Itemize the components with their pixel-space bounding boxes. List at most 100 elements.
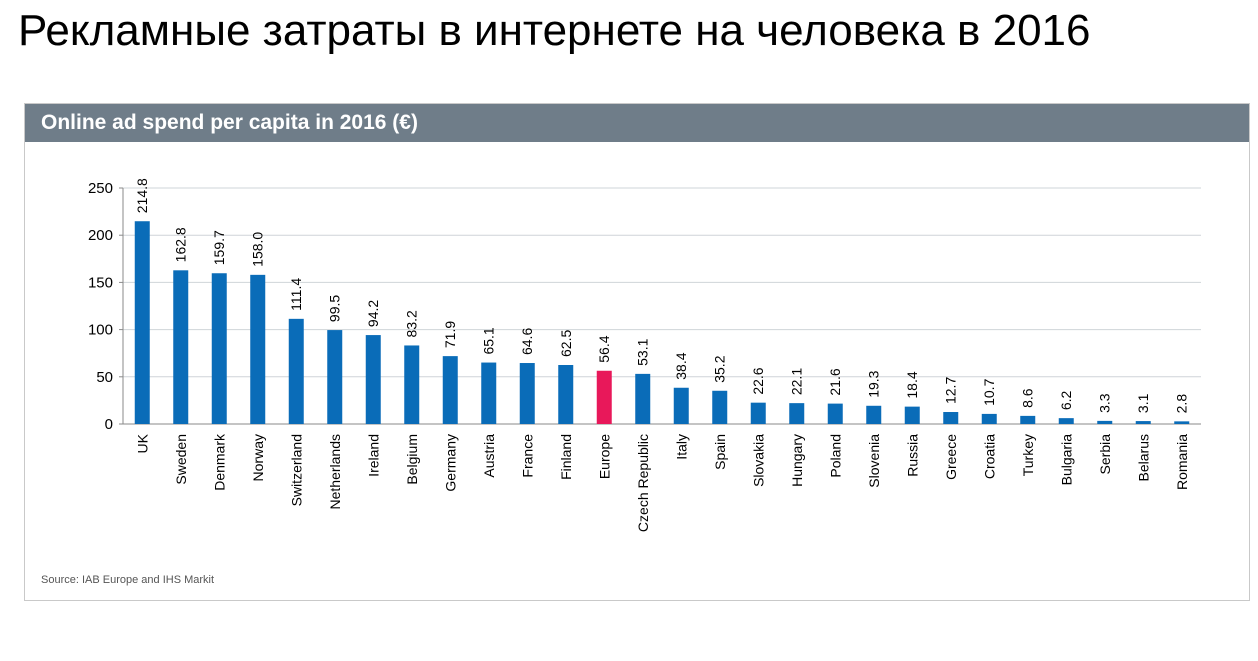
value-label: 214.8 (134, 178, 150, 213)
category-label: Netherlands (327, 434, 343, 510)
value-label: 12.7 (943, 377, 959, 404)
bar-russia (904, 406, 920, 424)
category-label: Croatia (981, 434, 997, 479)
gridlines (123, 187, 1201, 425)
category-label: Denmark (211, 433, 227, 491)
value-label: 159.7 (211, 230, 227, 265)
bar-denmark (211, 273, 227, 424)
category-label: Greece (943, 434, 959, 480)
bar-italy (673, 387, 689, 424)
category-label: Sweden (173, 434, 189, 485)
bar-chart: 0 50 100 150 200 250 214.8 162.8 159.7 158.0 111.… (88, 178, 1201, 532)
bar-germany (442, 356, 458, 424)
category-label: Norway (250, 434, 266, 481)
category-label: Italy (673, 434, 689, 460)
category-label: Czech Republic (635, 434, 651, 532)
value-label: 38.4 (673, 352, 689, 379)
value-label: 6.2 (1058, 390, 1074, 410)
y-tick-label: 200 (88, 227, 113, 244)
bar-hungary (789, 403, 805, 424)
bar-netherlands (327, 330, 343, 424)
value-label: 158.0 (250, 232, 266, 267)
bar-europe (596, 370, 612, 424)
page-title: Рекламные затраты в интернете на человек… (18, 6, 1091, 55)
bar-austria (481, 362, 497, 424)
value-label: 53.1 (635, 338, 651, 365)
bar-romania (1174, 421, 1190, 424)
category-label: Switzerland (288, 434, 304, 506)
bar-bulgaria (1058, 418, 1074, 424)
bar-finland (558, 365, 574, 424)
category-label: Spain (712, 434, 728, 470)
bar-spain (712, 390, 728, 424)
bar-slovakia (750, 402, 766, 424)
value-label: 64.6 (519, 328, 535, 355)
value-label: 83.2 (404, 310, 420, 337)
category-label: Europe (596, 434, 612, 479)
chart-panel: 0 50 100 150 200 250 214.8 162.8 159.7 158.0 111.… (24, 103, 1250, 601)
category-label: Turkey (1020, 434, 1036, 476)
value-label: 99.5 (327, 295, 343, 322)
value-label: 10.7 (981, 378, 997, 405)
value-label: 35.2 (712, 355, 728, 382)
value-label: 65.1 (481, 327, 497, 354)
value-label: 22.1 (789, 368, 805, 395)
bar-norway (250, 274, 266, 424)
category-labels: UK Sweden Denmark Norway Switzerland Netherla… (134, 433, 1190, 532)
value-label: 2.8 (1174, 394, 1190, 414)
value-label: 19.3 (866, 370, 882, 397)
category-label: Ireland (365, 434, 381, 477)
category-label: Belarus (1135, 434, 1151, 481)
category-label: France (519, 434, 535, 478)
bar-uk (134, 221, 150, 424)
bars (134, 221, 1190, 424)
bar-slovenia (866, 405, 882, 424)
value-label: 62.5 (558, 330, 574, 357)
bar-croatia (981, 413, 997, 424)
category-label: Slovenia (866, 434, 882, 488)
bar-serbia (1097, 420, 1113, 424)
value-label: 111.4 (288, 278, 304, 311)
bar-greece (943, 412, 959, 424)
category-label: Germany (442, 434, 458, 492)
bar-sweden (173, 270, 189, 424)
chart-source: Source: IAB Europe and IHS Markit (41, 574, 215, 586)
category-label: Slovakia (750, 434, 766, 487)
bar-poland (827, 403, 843, 424)
y-tick-label: 150 (88, 274, 113, 291)
category-label: Hungary (789, 434, 805, 487)
value-labels: 214.8 162.8 159.7 158.0 111.4 99.5 94.2 83.2 71.… (134, 178, 1190, 413)
y-tick-label: 250 (88, 180, 113, 197)
y-tick-label: 100 (88, 322, 113, 339)
category-label: Romania (1174, 434, 1190, 490)
bar-belgium (404, 345, 420, 424)
y-tick-label: 50 (96, 369, 113, 386)
value-label: 71.9 (442, 321, 458, 348)
value-label: 21.6 (827, 368, 843, 395)
value-label: 8.6 (1020, 388, 1036, 408)
category-label: Bulgaria (1058, 434, 1074, 486)
value-label: 18.4 (904, 371, 920, 398)
value-label: 56.4 (596, 335, 612, 362)
category-label: Austria (481, 434, 497, 478)
bar-turkey (1020, 415, 1036, 424)
category-label: Russia (904, 434, 920, 477)
category-label: Belgium (404, 434, 420, 485)
value-label: 162.8 (173, 227, 189, 262)
value-label: 3.3 (1097, 393, 1113, 413)
y-axis: 0 50 100 150 200 250 (88, 180, 124, 433)
value-label: 3.1 (1135, 393, 1151, 413)
y-tick-label: 0 (105, 416, 113, 433)
bar-czech-republic (635, 373, 651, 424)
chart-title: Online ad spend per capita in 2016 (€) (25, 104, 1249, 142)
category-label: UK (134, 433, 150, 453)
bar-belarus (1135, 421, 1151, 424)
value-label: 94.2 (365, 300, 381, 327)
category-label: Poland (827, 434, 843, 478)
bar-france (519, 363, 535, 424)
category-label: Finland (558, 434, 574, 480)
bar-ireland (365, 335, 381, 424)
category-label: Serbia (1097, 434, 1113, 475)
bar-switzerland (288, 318, 304, 424)
value-label: 22.6 (750, 367, 766, 394)
